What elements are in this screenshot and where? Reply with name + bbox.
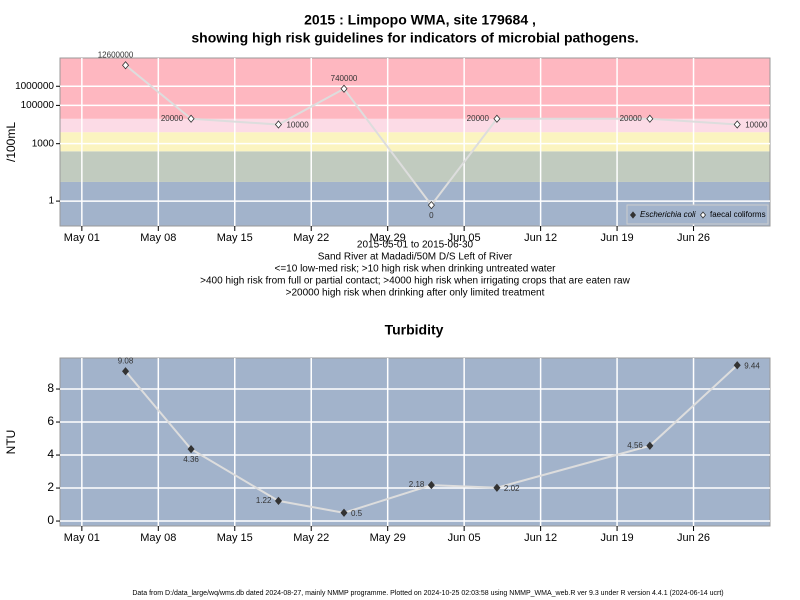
x-tick-label: May 15 (217, 232, 253, 244)
value-label: 0.5 (351, 509, 363, 518)
legend-label: Escherichia coli (640, 210, 696, 219)
y-tick-label: 1000000 (15, 81, 54, 92)
x-tick-label: Jun 05 (448, 232, 481, 244)
value-label: 10000 (286, 121, 309, 130)
footer: Data from D:/data_large/wq/wms.db dated … (132, 590, 723, 597)
value-label: 740000 (331, 74, 358, 83)
value-label: 2.18 (409, 480, 425, 489)
value-label: 20000 (467, 114, 490, 123)
note: >20000 high risk when drinking after onl… (286, 288, 545, 299)
x-tick-label: Jun 12 (524, 232, 557, 244)
x-tick-label: May 29 (370, 532, 406, 544)
data-point (427, 200, 435, 210)
data-point (733, 361, 741, 370)
y-axis-label: /100mL (4, 122, 18, 162)
legend-box (626, 204, 769, 225)
y-tick-label: 8 (47, 381, 54, 395)
value-label: 20000 (161, 114, 184, 123)
data-point (733, 120, 741, 129)
y-tick-label: 1 (48, 196, 54, 207)
value-label: 9.44 (744, 361, 760, 370)
value-label: 4.36 (183, 455, 199, 464)
x-tick-label: Jun 12 (524, 532, 557, 544)
y-tick-label: 1000 (32, 138, 55, 149)
value-label: 9.08 (118, 356, 134, 365)
risk-band (60, 58, 770, 119)
x-tick-label: Jun 05 (448, 532, 481, 544)
x-tick-label: May 22 (293, 532, 329, 544)
value-label: 1.22 (256, 496, 272, 505)
y-tick-label: 100000 (21, 100, 55, 111)
data-point (340, 84, 348, 93)
risk-band (60, 151, 770, 182)
note: Sand River at Madadi/50M D/S Left of Riv… (318, 252, 513, 263)
x-tick-label: May 15 (217, 532, 253, 544)
x-tick-label: Jun 26 (677, 232, 710, 244)
plot-background (60, 358, 770, 526)
data-point (493, 114, 501, 123)
plot-frame (59, 357, 771, 527)
note: <=10 low-med risk; >10 high risk when dr… (275, 264, 557, 275)
data-point (187, 444, 195, 454)
legend-marker (629, 211, 637, 219)
y-axis-label: NTU (4, 430, 18, 455)
value-label: 12600000 (98, 50, 134, 59)
y-tick-label: 4 (47, 447, 54, 461)
data-point (427, 480, 435, 490)
value-label: 20000 (620, 114, 643, 123)
y-tick-label: 2 (47, 480, 54, 494)
x-tick-label: Jun 19 (601, 232, 634, 244)
value-label: 4.56 (627, 441, 643, 450)
series-line (124, 64, 738, 207)
data-point (274, 496, 282, 506)
legend-marker (699, 211, 707, 219)
x-tick-label: May 01 (64, 232, 100, 244)
x-tick-label: May 08 (140, 532, 176, 544)
x-tick-label: Jun 26 (677, 532, 710, 544)
value-label: 0 (429, 211, 434, 220)
data-point (187, 114, 195, 123)
value-label: 2.02 (504, 484, 520, 493)
x-tick-label: May 01 (64, 532, 100, 544)
x-tick-label: May 29 (370, 232, 406, 244)
x-tick-label: May 08 (140, 232, 176, 244)
x-tick-label: Jun 19 (601, 532, 634, 544)
data-point (646, 114, 654, 123)
value-label: 10000 (745, 121, 768, 130)
data-point (493, 483, 501, 492)
data-point (274, 120, 282, 129)
series-line (124, 364, 738, 514)
chart-title: Turbidity (385, 322, 444, 338)
legend-label: faecal coliforms (710, 210, 766, 219)
plot-frame (59, 57, 771, 227)
data-point (122, 61, 130, 70)
data-point (122, 367, 130, 376)
data-point (646, 441, 654, 450)
y-tick-label: 0 (47, 513, 54, 527)
chart-subtitle: showing high risk guidelines for indicat… (191, 30, 638, 46)
note: 2015-05-01 to 2015-06-30 (357, 240, 474, 251)
y-tick-label: 6 (47, 414, 54, 428)
x-tick-label: May 22 (293, 232, 329, 244)
risk-band (60, 132, 770, 152)
chart-title: 2015 : Limpopo WMA, site 179684 , (304, 12, 536, 28)
data-point (340, 508, 348, 517)
note: >400 high risk from full or partial cont… (200, 276, 630, 287)
